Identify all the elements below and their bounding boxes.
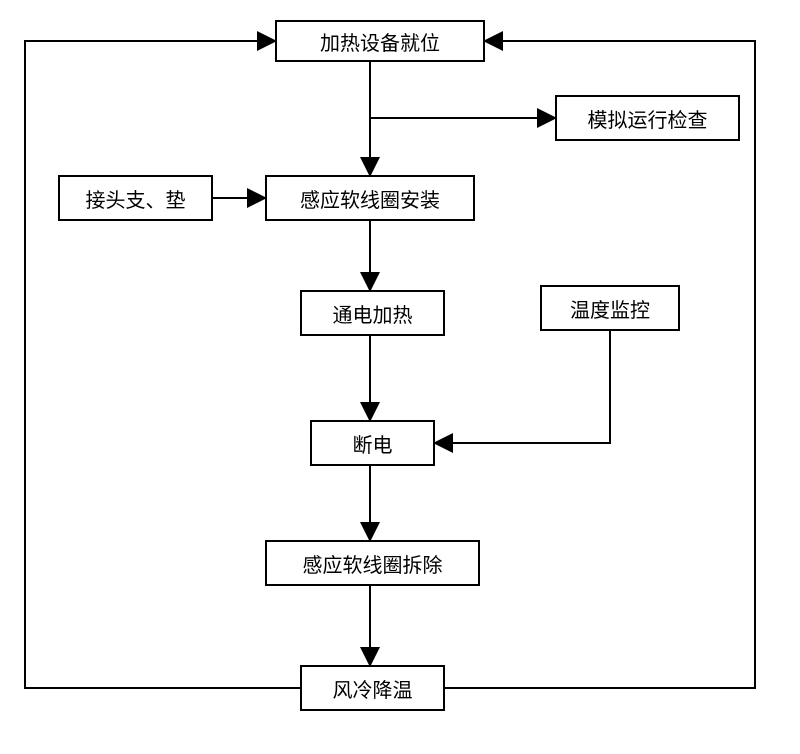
node-n7: 断电 [310,420,435,466]
node-label: 感应软线圈安装 [300,184,440,213]
node-label: 加热设备就位 [320,27,440,56]
node-label: 断电 [353,429,393,458]
node-label: 温度监控 [570,294,650,323]
node-n1: 加热设备就位 [275,20,485,62]
node-label: 感应软线圈拆除 [303,549,443,578]
node-label: 通电加热 [333,299,413,328]
node-n2: 模拟运行检查 [555,95,740,141]
node-n9: 风冷降温 [300,665,445,711]
node-n8: 感应软线圈拆除 [265,540,480,586]
node-n3: 接头支、垫 [58,175,213,221]
node-n6: 温度监控 [540,285,680,331]
node-n5: 通电加热 [300,290,445,336]
node-n4: 感应软线圈安装 [265,175,475,221]
node-label: 模拟运行检查 [588,104,708,133]
node-label: 风冷降温 [333,674,413,703]
flowchart-canvas: 加热设备就位模拟运行检查接头支、垫 感应软线圈安装通电加热 温度监控断电感应软线圈拆… [0,0,800,754]
node-label: 接头支、垫 [86,184,186,213]
